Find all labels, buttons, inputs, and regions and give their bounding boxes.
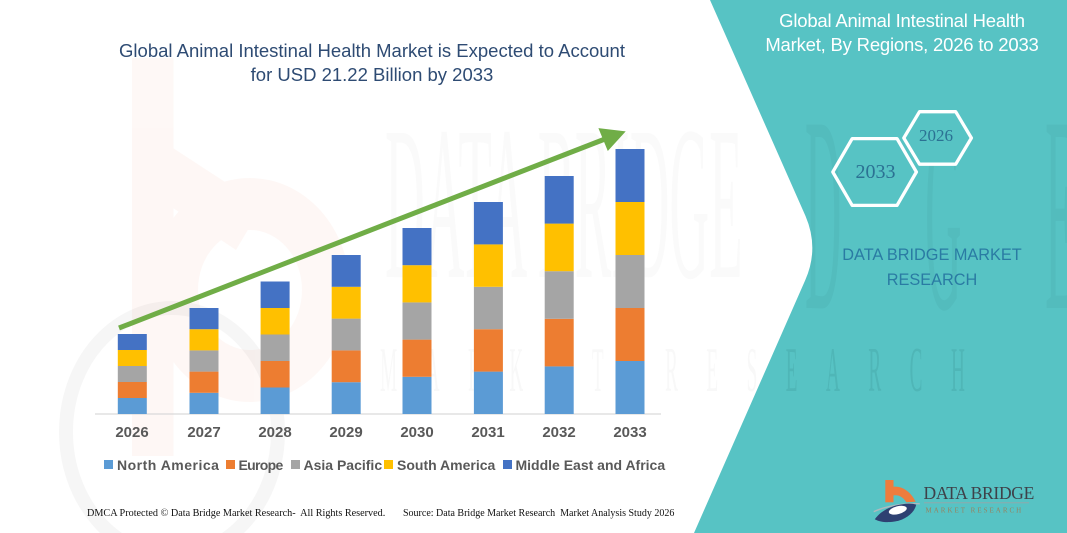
svg-text:DGE: DGE [805,59,1067,369]
svg-text:MARKET RESEARCH: MARKET RESEARCH [926,506,1024,514]
svg-text:DATA BRIDGE: DATA BRIDGE [924,483,1035,503]
